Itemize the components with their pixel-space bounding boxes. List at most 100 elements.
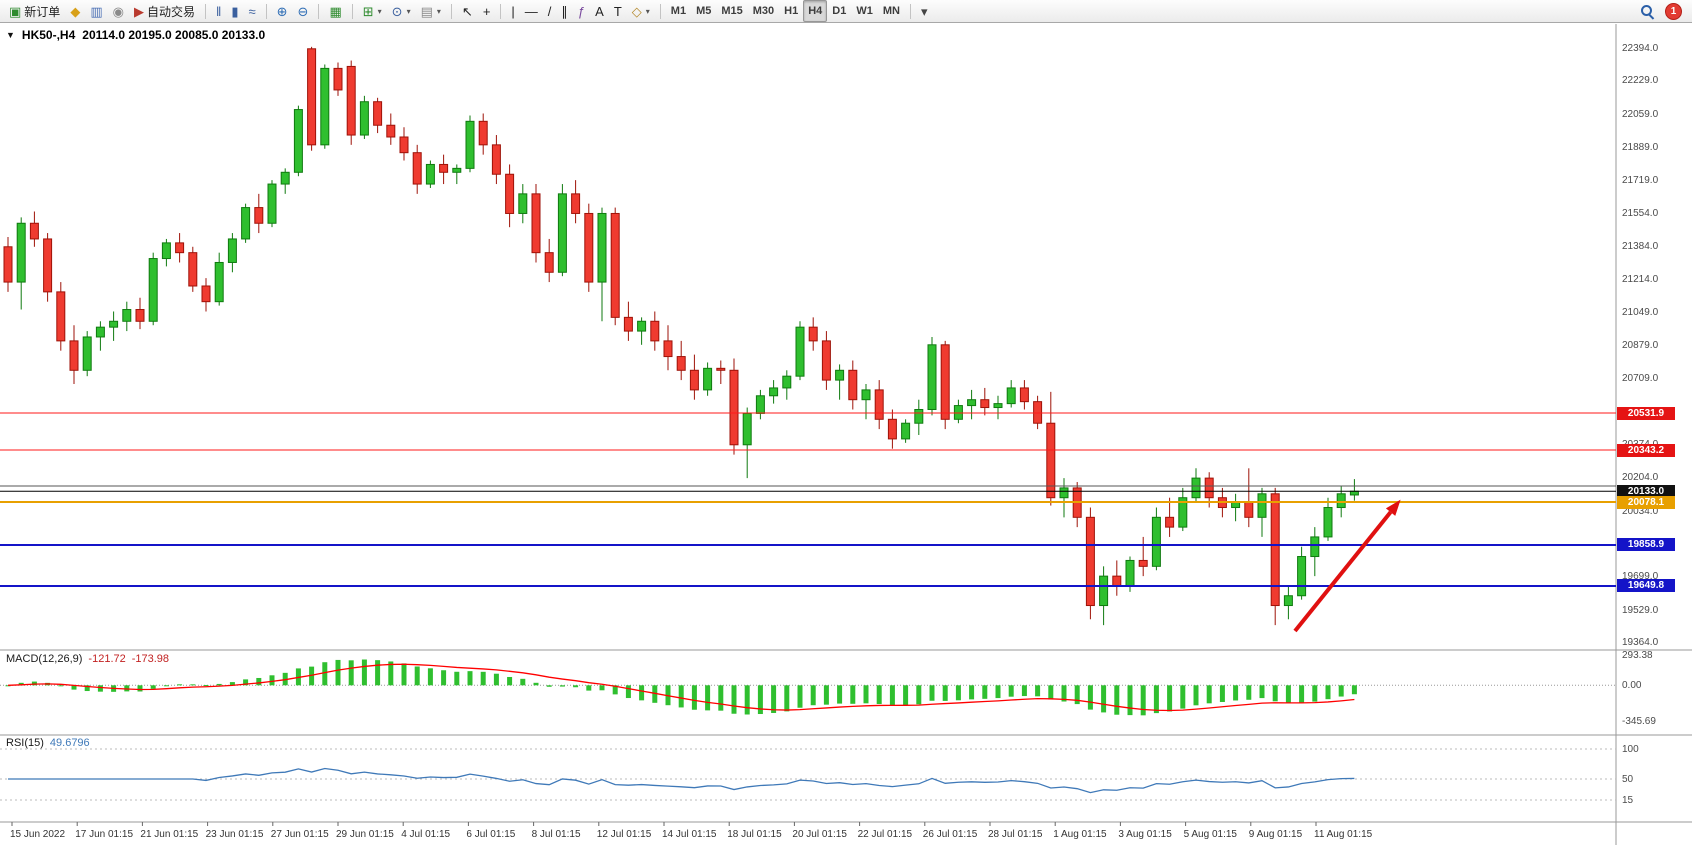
new-order-button-label: 新订单	[24, 4, 61, 19]
timeframe-mn-button[interactable]: MN	[878, 0, 905, 22]
price-badge-20078.1: 20078.1	[1617, 495, 1675, 509]
timeframe-w1-button-label: W1	[856, 5, 873, 17]
price-axis-label: 21214.0	[1622, 274, 1659, 286]
toolbar-separator	[659, 3, 661, 19]
periods-button[interactable]: ⊙ ▾	[387, 0, 416, 22]
vertical-line-icon: |	[511, 3, 515, 19]
bar-chart-button[interactable]: ‖	[211, 0, 226, 22]
text-label-button[interactable]: T	[609, 0, 627, 22]
timeframe-m5-button[interactable]: M5	[691, 0, 716, 22]
cursor-button[interactable]: ↖	[457, 0, 478, 22]
line-chart-button[interactable]: ≈	[244, 0, 261, 22]
equidistant-channel-button[interactable]: ∥	[556, 0, 573, 22]
timeframe-m1-button[interactable]: M1	[666, 0, 691, 22]
zoom-in-icon: ⊕	[276, 3, 288, 19]
horizontal-line-icon: —	[524, 3, 538, 19]
search-icon[interactable]	[1639, 3, 1655, 19]
price-axis-label: 20034.0	[1622, 505, 1659, 517]
vertical-line-button[interactable]: |	[506, 0, 519, 22]
toolbar-group-zoom: ⊕ ⊖	[272, 0, 314, 22]
time-axis-label: 27 Jun 01:15	[270, 829, 329, 840]
timeframe-w1-button[interactable]: W1	[851, 0, 878, 22]
toolbar-separator	[450, 3, 452, 19]
timeframe-m15-button[interactable]: M15	[716, 0, 747, 22]
timeframe-m5-button-label: M5	[696, 5, 712, 17]
time-axis-label: 28 Jul 01:15	[988, 829, 1043, 840]
time-axis-label: 6 Jul 01:15	[466, 829, 516, 840]
rsi-value: 49.6796	[49, 737, 90, 749]
toolbar-overflow-icon: ▾	[920, 3, 928, 19]
autotrading-button-label: 自动交易	[146, 4, 195, 19]
chart-header: ▼ HK50-,H4 20114.0 20195.0 20085.0 20133…	[6, 28, 265, 42]
price-badge-20531.9: 20531.9	[1617, 406, 1675, 420]
templates-button-dropdown-icon[interactable]: ▾	[436, 6, 441, 16]
line-chart-icon: ≈	[248, 3, 256, 19]
price-axis-label: 21384.0	[1622, 241, 1659, 252]
new-order-button[interactable]: ▣ 新订单	[4, 0, 65, 22]
toolbar-separator	[265, 3, 267, 19]
time-axis-label: 4 Jul 01:15	[401, 829, 451, 840]
price-axis-label: 21049.0	[1622, 306, 1659, 318]
timeframe-h4-button[interactable]: H4	[803, 0, 828, 22]
toolbar-group-windows: ▦	[324, 0, 346, 22]
crosshair-button[interactable]: +	[478, 0, 496, 22]
tile-windows-button[interactable]: ▦	[324, 0, 346, 22]
community-button[interactable]: ◉	[108, 0, 129, 22]
zoom-in-button[interactable]: ⊕	[272, 0, 293, 22]
text-icon: A	[595, 3, 604, 19]
timeframe-d1-button[interactable]: D1	[827, 0, 851, 22]
periods-button-dropdown-icon[interactable]: ▾	[406, 6, 411, 16]
timeframe-m30-button[interactable]: M30	[748, 0, 779, 22]
market-depth-button[interactable]: ▥	[85, 0, 107, 22]
time-axis-label: 22 Jul 01:15	[857, 829, 913, 840]
trend-line-button[interactable]: /	[543, 0, 557, 22]
shapes-icon: ◇	[631, 3, 642, 19]
fibonacci-button[interactable]: ƒ	[573, 0, 590, 22]
candlestick-chart-button[interactable]: ▮	[226, 0, 243, 22]
shapes-button-dropdown-icon[interactable]: ▾	[645, 6, 650, 16]
trend-arrow[interactable]	[1293, 499, 1401, 633]
time-axis-label: 5 Aug 01:15	[1183, 829, 1237, 840]
toolbar-overflow-button[interactable]: ▾	[916, 0, 933, 22]
toolbar-separator	[204, 3, 206, 19]
indicators-button-dropdown-icon[interactable]: ▾	[377, 6, 382, 16]
toolbar-separator	[909, 3, 911, 19]
timeframe-h1-button[interactable]: H1	[779, 0, 803, 22]
price-axis-label: 21554.0	[1622, 207, 1659, 219]
time-axis-label: 17 Jun 01:15	[75, 829, 134, 840]
chart-window[interactable]: ▼ HK50-,H4 20114.0 20195.0 20085.0 20133…	[0, 24, 1692, 845]
equidistant-channel-icon: ∥	[561, 3, 568, 19]
candlestick-series	[3, 46, 1359, 626]
crosshair-icon: +	[482, 3, 491, 19]
price-axis-label: 22394.0	[1622, 43, 1659, 54]
price-axis-label: 20709.0	[1622, 373, 1659, 385]
macd-signal-line	[7, 663, 1355, 712]
toolbar-groups: ▣ 新订单 ◆ ▥ ◉ ▶ 自动交易 ‖ ▮ ≈ ⊕ ⊖ ▦ ⊞ ▾ ⊙ ▾ ▤ ▾ ↖ + | — / ∥ ƒ A T ◇ ▾ M1 M5 M…	[4, 0, 933, 22]
time-axis-label: 23 Jun 01:15	[205, 829, 264, 840]
indicators-icon: ⊞	[362, 3, 374, 19]
rsi-pane-label: RSI(15) 49.6796	[6, 737, 90, 749]
macd-signal-value: -173.98	[131, 653, 170, 665]
notification-badge[interactable]: 1	[1665, 2, 1682, 20]
chart-collapse-icon[interactable]: ▼	[6, 30, 15, 40]
shapes-button[interactable]: ◇ ▾	[627, 0, 655, 22]
rsi-name: RSI(15)	[6, 737, 44, 749]
search-icon-circle	[1641, 5, 1652, 16]
timeframe-h4-button-label: H4	[808, 5, 823, 17]
toolbar-group-trade: ▣ 新订单 ◆ ▥ ◉ ▶ 自动交易	[4, 0, 200, 22]
rsi-line	[8, 767, 1355, 794]
autotrading-icon: ▶	[133, 3, 144, 19]
price-axis-label: 20879.0	[1622, 340, 1659, 351]
zoom-out-button[interactable]: ⊖	[293, 0, 314, 22]
time-axis-label: 9 Aug 01:15	[1248, 829, 1303, 840]
autotrading-button[interactable]: ▶ 自动交易	[129, 0, 200, 22]
horizontal-line-button[interactable]: —	[520, 0, 543, 22]
chart-canvas[interactable]	[0, 24, 1692, 845]
templates-button[interactable]: ▤ ▾	[416, 0, 446, 22]
price-badge-19649.8: 19649.8	[1617, 579, 1675, 593]
price-badge-20343.2: 20343.2	[1617, 443, 1675, 457]
cursor-icon: ↖	[461, 3, 473, 19]
metaeditor-button[interactable]: ◆	[65, 0, 85, 22]
text-button[interactable]: A	[590, 0, 609, 22]
indicators-button[interactable]: ⊞ ▾	[358, 0, 387, 22]
